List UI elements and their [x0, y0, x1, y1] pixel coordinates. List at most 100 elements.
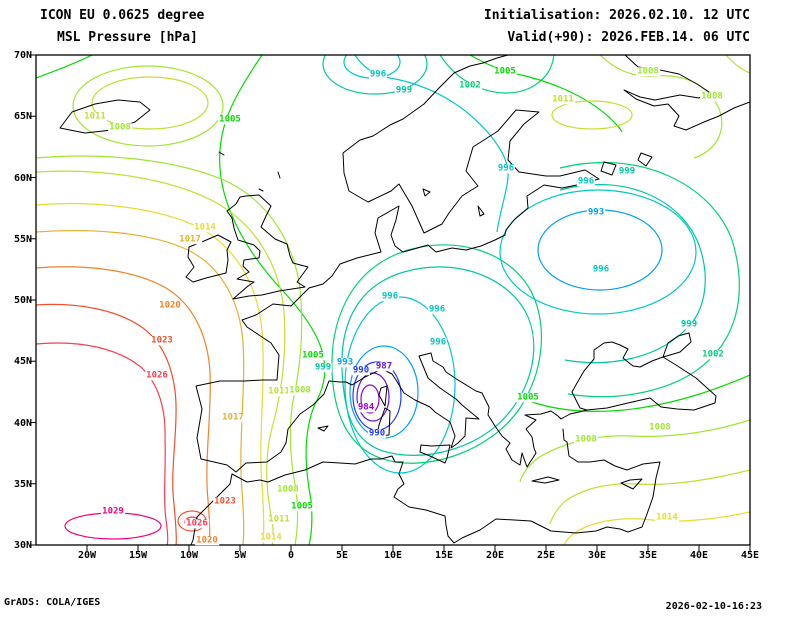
isobar-path	[64, 512, 162, 540]
coastline-gotland	[477, 205, 485, 217]
contour-label: 1005	[516, 392, 540, 403]
contour-label: 1008	[574, 434, 598, 445]
contour-label: 996	[380, 291, 400, 302]
lon-label: 5E	[335, 550, 349, 561]
contour-label: 1014	[259, 532, 283, 543]
model-title: ICON EU 0.0625 degree	[40, 8, 205, 23]
isobar-path	[36, 202, 265, 545]
coastline-mediterranean-north	[235, 352, 588, 473]
coastline-azov-sea	[662, 332, 692, 358]
isobars-group	[36, 55, 750, 545]
contour-label: 1005	[493, 66, 517, 77]
lat-label: 50N	[13, 295, 32, 307]
coastline-corsica	[378, 385, 388, 407]
isobar-path	[343, 55, 401, 79]
contour-label: 1029	[101, 506, 125, 517]
valid-time: Valid(+90): 2026.FEB.14. 06 UTC	[507, 30, 750, 45]
contour-label: 1023	[213, 496, 237, 507]
contour-label: 1020	[158, 300, 182, 311]
contour-label: 987	[374, 361, 394, 372]
lon-label: 40E	[689, 550, 709, 561]
lat-label: 30N	[13, 540, 32, 552]
isobar-path	[439, 55, 555, 94]
contour-label: 999	[313, 362, 333, 373]
init-time: Initialisation: 2026.02.10. 12 UTC	[483, 8, 750, 23]
isobar-path	[322, 55, 428, 95]
contour-label: 1008	[636, 66, 660, 77]
contour-label: 1017	[221, 412, 245, 423]
coastline-sicily	[419, 444, 451, 464]
isobar-path	[349, 345, 419, 439]
isobar-path	[356, 372, 390, 422]
contour-label: 1023	[150, 335, 174, 346]
contour-label: 993	[335, 357, 355, 368]
lon-label: 0	[287, 550, 295, 561]
isobar-path	[537, 209, 663, 291]
contour-label: 1002	[701, 349, 725, 360]
contour-label: 1011	[267, 386, 291, 397]
field-title: MSL Pressure [hPa]	[57, 30, 198, 45]
coastline-cyprus	[620, 478, 643, 490]
contour-label: 1005	[218, 114, 242, 125]
lon-label: 30E	[587, 550, 607, 561]
contour-label: 1014	[193, 222, 217, 233]
lat-label: 45N	[13, 356, 32, 368]
isobar-path	[36, 229, 245, 545]
isobar-path	[36, 342, 169, 545]
isobar-path	[36, 303, 177, 545]
coastline-orkney	[258, 188, 264, 192]
lon-label: 20E	[485, 550, 505, 561]
contour-label: 1008	[700, 91, 724, 102]
coastline-shetland	[277, 171, 281, 179]
isobar-path	[341, 266, 535, 456]
coastline-faroes	[218, 151, 225, 156]
coastline-kola-whitesea	[623, 55, 750, 131]
lon-label: 10E	[383, 550, 403, 561]
lat-label: 60N	[13, 172, 32, 184]
isobar-path	[36, 55, 93, 79]
coastline-ireland	[185, 234, 232, 283]
lon-label: 20W	[77, 550, 97, 561]
contour-label: 984	[356, 402, 376, 413]
contour-label: 1026	[145, 370, 169, 381]
contour-label: 996	[591, 264, 611, 275]
isobar-path	[531, 374, 750, 412]
lat-label: 40N	[13, 417, 32, 429]
contour-label: 990	[351, 365, 371, 376]
contour-label: 999	[679, 319, 699, 330]
plot-timestamp: 2026-02-10-16:23	[665, 601, 762, 612]
axis-ticks	[30, 54, 751, 551]
contour-label: 1026	[185, 518, 209, 529]
isobar-path	[563, 511, 750, 545]
contour-label: 1008	[648, 422, 672, 433]
lake-ladoga	[600, 161, 617, 176]
contour-label: 1014	[655, 512, 679, 523]
isobar-path	[36, 266, 211, 545]
isobar-path	[549, 469, 750, 525]
isobar-path	[551, 100, 633, 130]
contour-label: 1008	[276, 484, 300, 495]
lon-label: 10W	[179, 550, 199, 561]
lake-onega	[637, 152, 653, 167]
contour-label: 1011	[267, 514, 291, 525]
contour-label: 996	[427, 304, 447, 315]
lon-label: 35E	[638, 550, 658, 561]
isobar-path	[331, 244, 542, 464]
lon-label: 25E	[536, 550, 556, 561]
coastline-black-sea	[571, 341, 717, 411]
coastline-mallorca	[317, 425, 329, 432]
isobar-path	[519, 419, 750, 483]
contour-label: 1020	[195, 535, 219, 546]
lat-label: 55N	[13, 233, 32, 245]
isobar-path	[559, 183, 706, 364]
coastline-britain	[226, 194, 309, 300]
contour-label: 1005	[301, 350, 325, 361]
coastlines-group	[59, 55, 750, 545]
contour-label: 996	[576, 176, 596, 187]
contour-label: 999	[617, 166, 637, 177]
coastline-crete	[531, 476, 560, 484]
contour-label: 1008	[288, 385, 312, 396]
coastline-iceland	[59, 99, 151, 134]
lat-label: 65N	[13, 111, 32, 123]
